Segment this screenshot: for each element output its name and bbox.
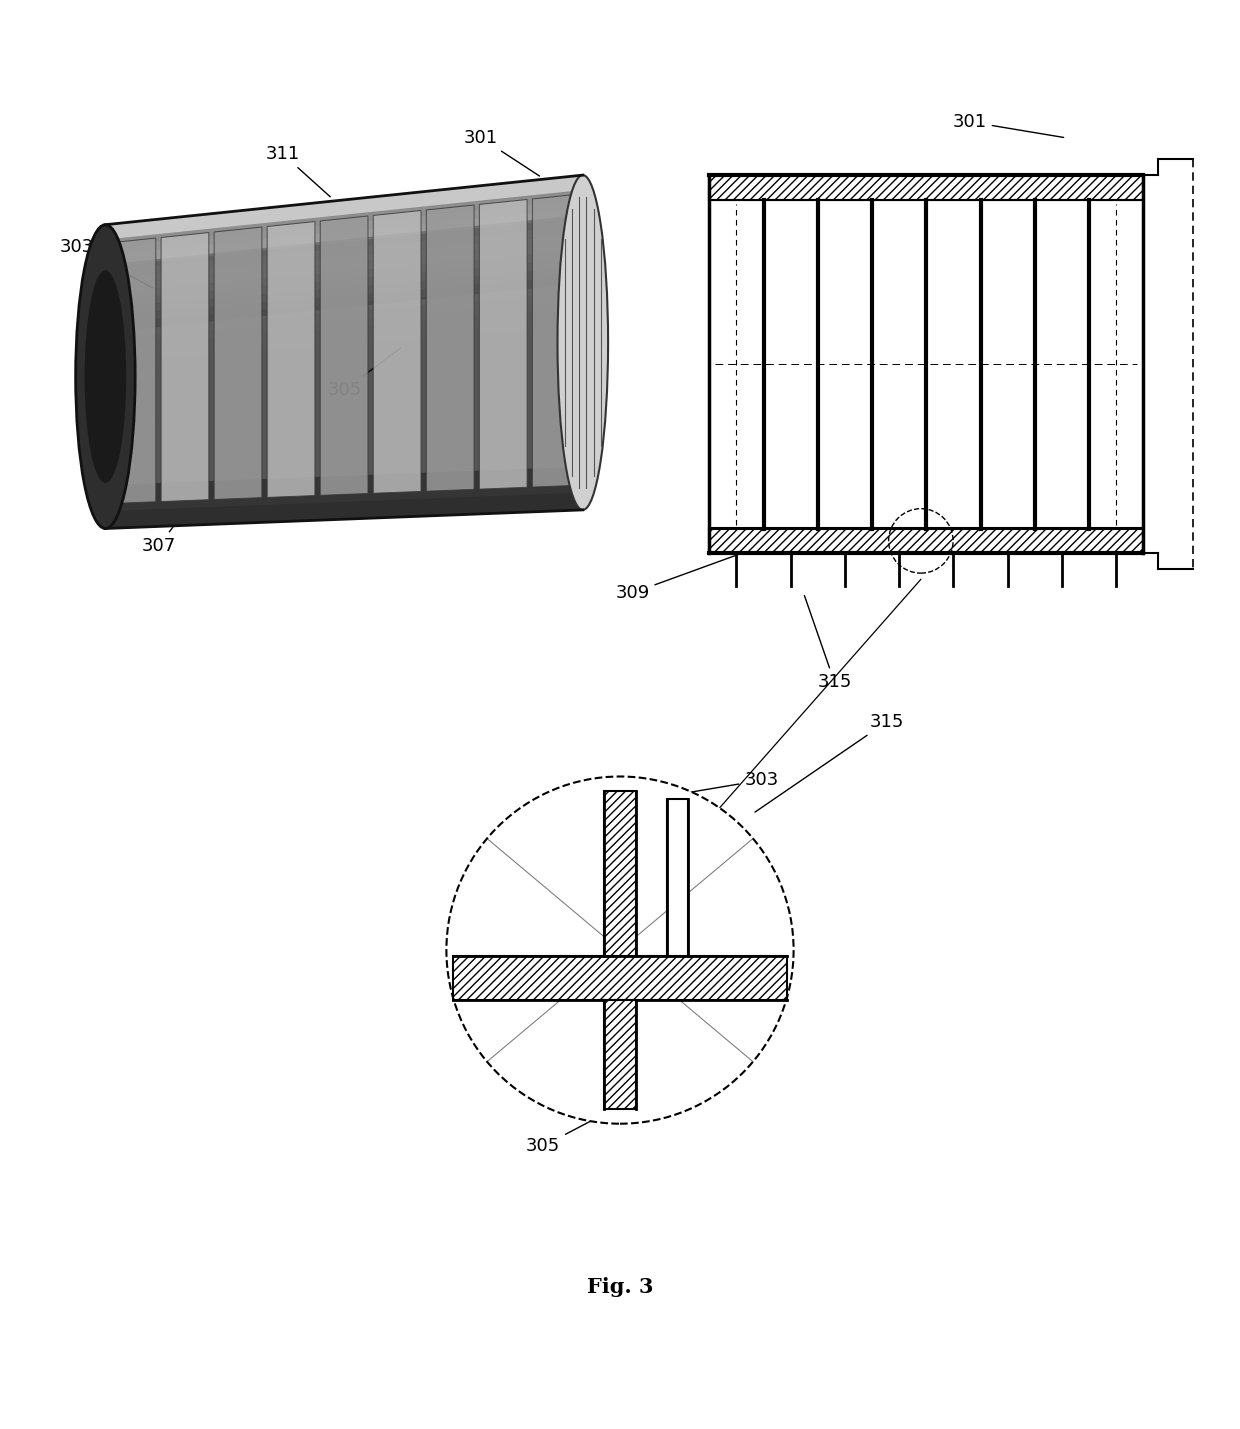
Text: 305: 305 [327,347,401,399]
Polygon shape [161,233,208,502]
Polygon shape [105,334,583,377]
Ellipse shape [76,224,135,529]
Bar [709,176,1143,200]
Polygon shape [320,216,368,496]
Polygon shape [105,469,583,499]
Polygon shape [105,393,583,430]
Bar [604,1000,636,1109]
Polygon shape [105,460,583,490]
Polygon shape [105,417,583,453]
Polygon shape [105,300,583,346]
Bar [453,956,787,1000]
Text: 301: 301 [464,129,539,176]
Text: 311: 311 [265,144,330,197]
Polygon shape [105,250,583,300]
Polygon shape [105,502,583,529]
Polygon shape [105,343,583,384]
Polygon shape [105,191,583,247]
Polygon shape [105,410,583,444]
Polygon shape [105,493,583,522]
Text: 301: 301 [952,113,1064,137]
Text: 315: 315 [755,713,904,812]
Polygon shape [105,183,583,240]
Polygon shape [105,376,583,414]
Polygon shape [105,484,583,513]
Polygon shape [105,476,583,506]
Text: 307: 307 [141,512,185,554]
Polygon shape [105,326,583,369]
Bar [604,792,636,956]
Polygon shape [427,204,474,492]
Polygon shape [105,176,583,233]
Text: 315: 315 [805,596,852,692]
Polygon shape [105,267,583,316]
Polygon shape [105,434,583,467]
Polygon shape [108,239,156,503]
Polygon shape [105,466,583,529]
Polygon shape [105,402,583,437]
Bar [709,529,1143,553]
Polygon shape [105,426,583,460]
Text: 309: 309 [615,554,739,602]
Text: 303: 303 [668,772,779,796]
Polygon shape [105,217,583,270]
Polygon shape [480,200,527,489]
Polygon shape [105,176,583,529]
Polygon shape [105,384,583,422]
Polygon shape [105,359,583,399]
Text: Fig. 3: Fig. 3 [587,1278,653,1298]
Text: 303: 303 [60,239,153,287]
Polygon shape [373,210,422,493]
Polygon shape [105,209,583,263]
Bar [667,799,688,956]
Polygon shape [105,317,583,362]
Polygon shape [105,293,583,339]
Ellipse shape [558,176,608,510]
Polygon shape [105,493,583,529]
Polygon shape [532,194,580,487]
Bar [709,176,1143,553]
Polygon shape [105,200,583,256]
Polygon shape [105,176,583,240]
Polygon shape [105,217,583,333]
Polygon shape [267,221,315,497]
Polygon shape [105,367,583,407]
Polygon shape [105,452,583,483]
Circle shape [446,776,794,1123]
Polygon shape [105,176,583,264]
Polygon shape [105,284,583,332]
Ellipse shape [84,270,126,483]
Polygon shape [105,242,583,293]
Polygon shape [215,227,262,500]
Text: 305: 305 [526,1120,593,1155]
Polygon shape [105,309,583,354]
Polygon shape [105,234,583,286]
Polygon shape [105,276,583,323]
Polygon shape [105,443,583,476]
Polygon shape [105,259,583,309]
Polygon shape [105,226,583,277]
Polygon shape [105,352,583,392]
